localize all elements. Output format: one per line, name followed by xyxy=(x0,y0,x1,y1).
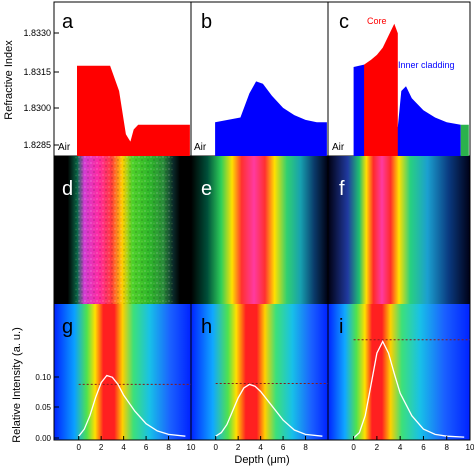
x-tick-label: 6 xyxy=(421,443,426,452)
y-axis-ticks-intensity xyxy=(54,376,59,439)
panel-i-intensity-curve xyxy=(353,340,465,439)
x-axis: 0 2 4 6 8 10 0 2 4 6 8 0 2 4 6 8 10 Depth (μm) xyxy=(76,436,474,466)
panel-h-image xyxy=(191,304,328,440)
panel-c-core-area xyxy=(364,23,398,157)
x-tick-label: 8 xyxy=(444,443,449,452)
panel-a-index-area xyxy=(77,65,190,156)
panel-label-b: b xyxy=(201,11,212,33)
x-tick-label: 6 xyxy=(281,443,286,452)
y-tick-1-8330: 1.8330 xyxy=(23,28,51,38)
y-tick-0-00: 0.00 xyxy=(35,434,51,443)
x-tick-label: 10 xyxy=(187,443,196,452)
x-axis-label-depth: Depth (μm) xyxy=(234,454,289,466)
x-tick-label: 4 xyxy=(121,443,126,452)
panel-e-image xyxy=(191,156,328,304)
panel-label-c: c xyxy=(339,11,349,33)
x-tick-label: 6 xyxy=(144,443,149,452)
x-tick-label: 10 xyxy=(466,443,474,452)
air-label-c: Air xyxy=(332,142,345,153)
x-tick-label: 0 xyxy=(351,443,356,452)
y-tick-1-8315: 1.8315 xyxy=(23,67,51,77)
air-label-b: Air xyxy=(194,142,207,153)
x-tick-label: 2 xyxy=(99,443,104,452)
x-tick-label: 2 xyxy=(236,443,241,452)
x-tick-label: 0 xyxy=(76,443,81,452)
panel-i-image xyxy=(328,304,470,440)
y-tick-0-10: 0.10 xyxy=(35,373,51,382)
panel-label-d: d xyxy=(62,178,73,200)
panel-g-intensity-curve xyxy=(78,374,186,437)
panel-label-i: i xyxy=(339,316,343,338)
panel-g-image xyxy=(54,304,191,440)
x-tick-label: 8 xyxy=(303,443,308,452)
panel-c-outer-area xyxy=(460,124,469,156)
x-tick-label: 4 xyxy=(398,443,403,452)
panel-d-speckle xyxy=(74,156,174,304)
panel-label-g: g xyxy=(62,316,73,338)
panel-label-h: h xyxy=(201,316,212,338)
panel-label-e: e xyxy=(201,178,212,200)
panel-f-image xyxy=(328,156,470,304)
panel-h-intensity-curve xyxy=(215,383,323,437)
intensity-row: g h i 0.00 0.05 0.10 Relative Intensity … xyxy=(11,1,471,443)
y-axis-ticks-index xyxy=(54,32,59,146)
panel-label-a: a xyxy=(62,11,74,33)
panel-label-f: f xyxy=(339,178,345,200)
y-tick-1-8285: 1.8285 xyxy=(23,140,51,150)
x-axis-ticks: 0 2 4 6 8 10 0 2 4 6 8 0 2 4 6 8 10 xyxy=(76,436,474,452)
y-axis-label-refractive-index: Refractive Index xyxy=(3,40,15,120)
beam-image-row: d e f xyxy=(54,156,470,304)
x-tick-label: 8 xyxy=(166,443,171,452)
x-tick-label: 2 xyxy=(375,443,380,452)
air-label-a: Air xyxy=(58,142,71,153)
y-tick-1-8300: 1.8300 xyxy=(23,103,51,113)
x-tick-label: 4 xyxy=(258,443,263,452)
panel-b-index-area xyxy=(215,81,327,156)
refractive-index-row: 1.8330 1.8315 1.8300 1.8285 Refractive I… xyxy=(3,1,471,157)
inner-cladding-label: Inner cladding xyxy=(398,60,455,70)
y-axis-label-relative-intensity: Relative Intensity (a. u.) xyxy=(11,327,23,443)
y-tick-0-05: 0.05 xyxy=(35,403,51,412)
x-tick-label: 0 xyxy=(213,443,218,452)
core-label: Core xyxy=(367,16,387,26)
